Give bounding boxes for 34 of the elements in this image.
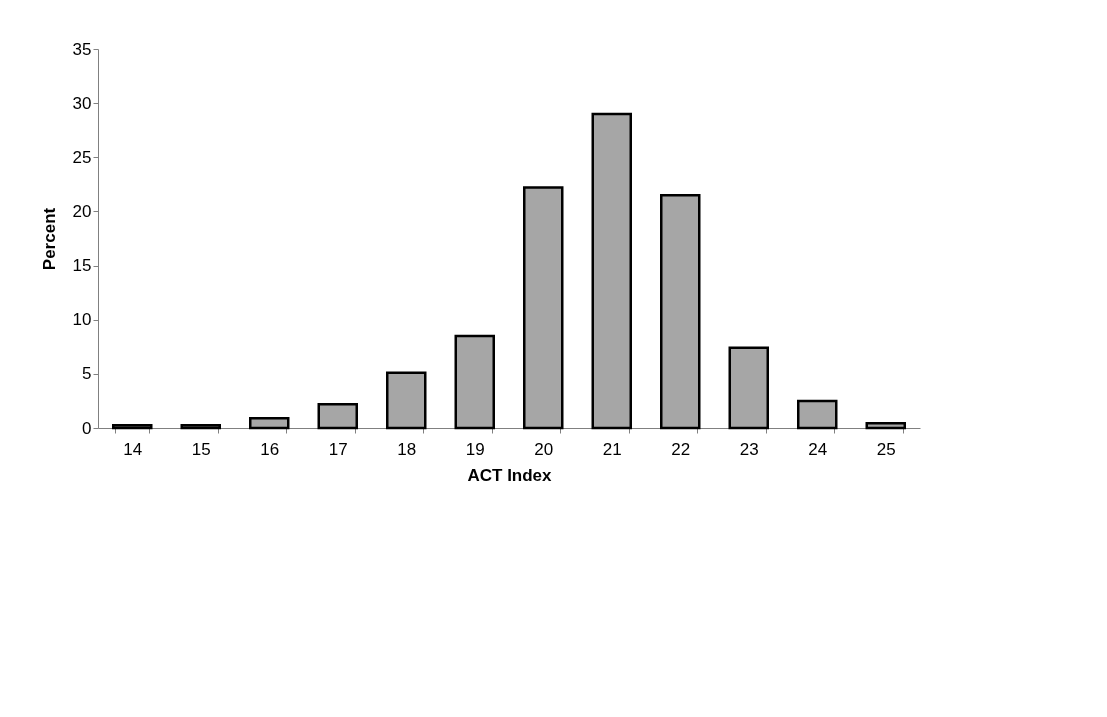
x-tick-label: 17 xyxy=(328,439,348,459)
x-tick-label: 19 xyxy=(465,439,485,459)
x-tick-label: 14 xyxy=(123,439,143,459)
y-tick-label: 20 xyxy=(72,201,92,221)
bar xyxy=(523,186,564,430)
bar xyxy=(112,424,153,430)
x-tick-label: 15 xyxy=(191,439,211,459)
x-axis-title: ACT Index xyxy=(467,465,553,485)
bar xyxy=(317,402,358,430)
y-tick-label: 5 xyxy=(82,364,92,384)
bar xyxy=(728,346,769,430)
x-tick-label: 25 xyxy=(876,439,896,459)
bar xyxy=(180,424,221,430)
bar xyxy=(591,112,632,430)
bar xyxy=(865,421,906,430)
x-tick-label: 24 xyxy=(808,439,828,459)
x-tick-label: 20 xyxy=(534,439,554,459)
x-tick-label: 22 xyxy=(671,439,691,459)
bar xyxy=(249,417,290,430)
y-tick-label: 0 xyxy=(82,418,92,438)
bar xyxy=(797,399,838,430)
x-tick-label: 23 xyxy=(739,439,759,459)
y-tick-label: 15 xyxy=(72,256,92,276)
y-tick-label: 10 xyxy=(72,310,92,330)
bar xyxy=(660,193,701,430)
y-axis-title: Percent xyxy=(39,207,59,271)
x-tick-label: 18 xyxy=(397,439,417,459)
y-tick-label: 30 xyxy=(72,93,92,113)
y-tick-label: 25 xyxy=(72,147,92,167)
x-tick-label: 16 xyxy=(260,439,280,459)
bar xyxy=(454,334,495,430)
y-tick-label: 35 xyxy=(72,39,92,59)
bar xyxy=(386,371,427,430)
x-tick-label: 21 xyxy=(602,439,622,459)
